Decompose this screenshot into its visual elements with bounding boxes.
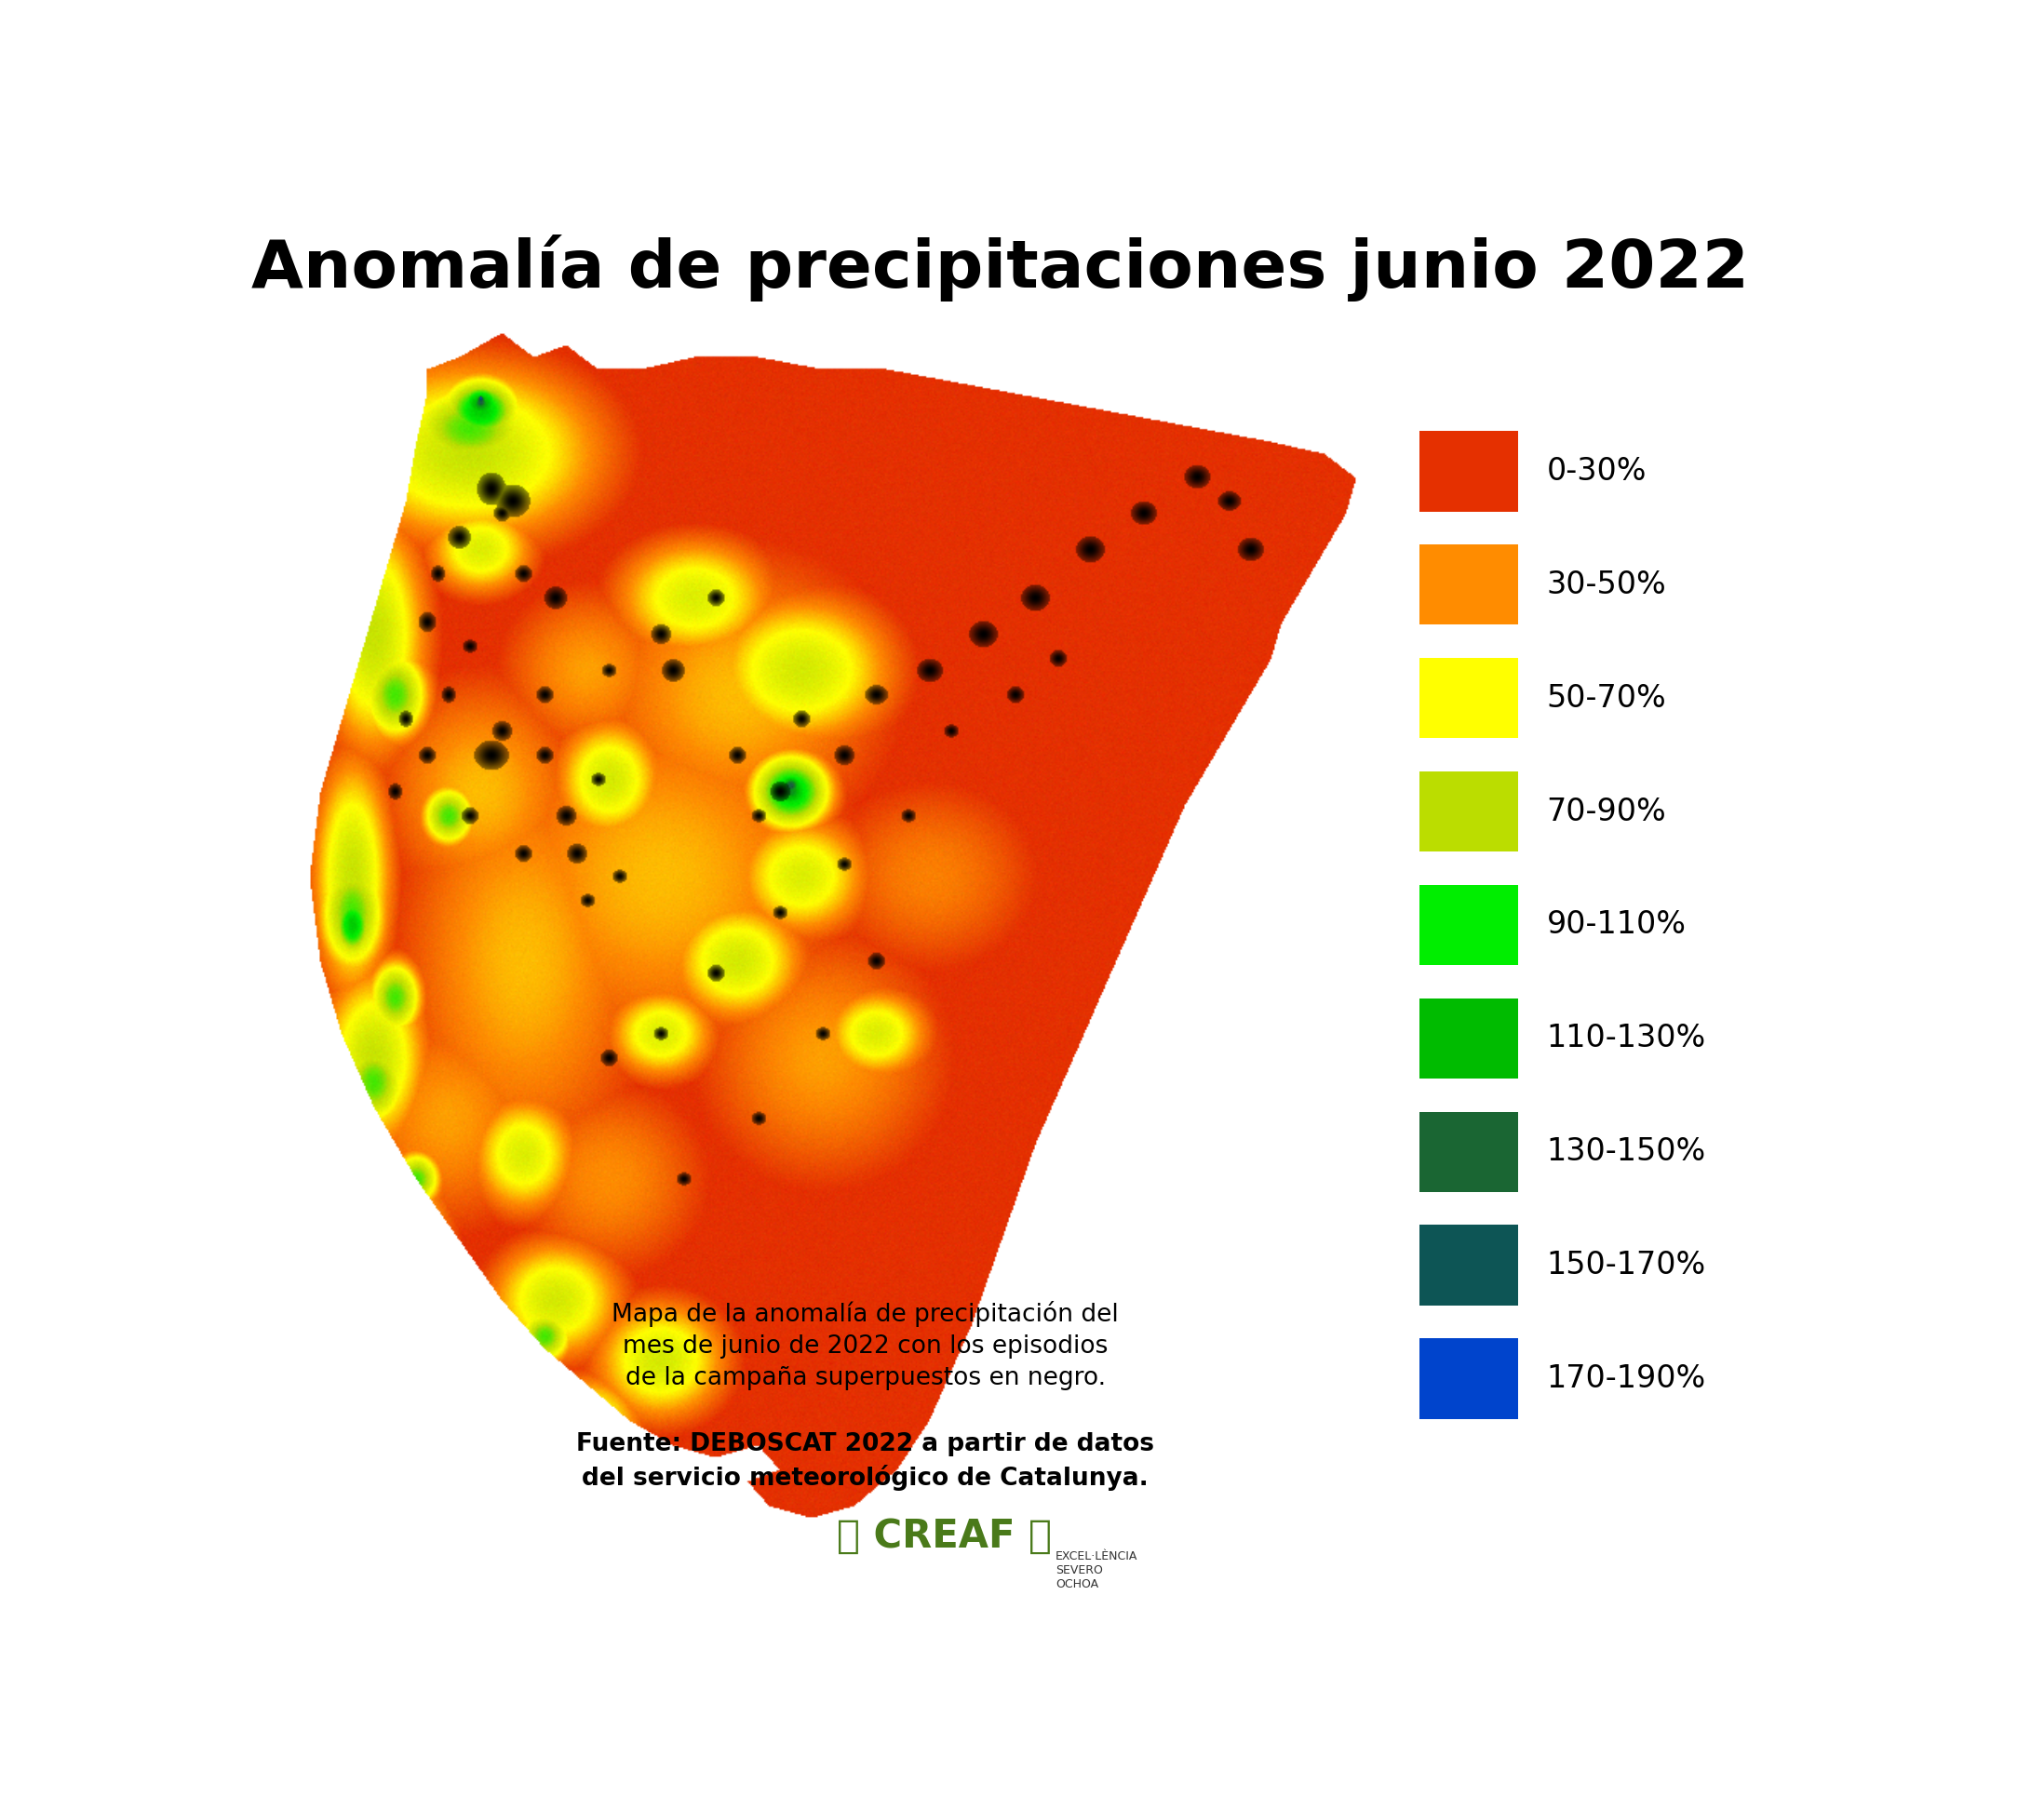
Text: 0-30%: 0-30% [1547, 456, 1647, 487]
Bar [1421, 544, 1519, 625]
Text: 50-70%: 50-70% [1547, 682, 1666, 713]
Text: 170-190%: 170-190% [1547, 1363, 1707, 1394]
Text: 70-90%: 70-90% [1547, 796, 1666, 826]
Bar [1421, 772, 1519, 851]
Bar [1421, 1112, 1519, 1193]
Bar [1421, 885, 1519, 964]
Text: EXCEL·LÈNCIA
SEVERO
OCHOA: EXCEL·LÈNCIA SEVERO OCHOA [1055, 1550, 1139, 1589]
Text: Mapa de la anomalía de precipitación del
mes de junio de 2022 con los episodios
: Mapa de la anomalía de precipitación del… [611, 1300, 1118, 1390]
Bar [1421, 1338, 1519, 1419]
Bar [1421, 431, 1519, 512]
Text: 110-130%: 110-130% [1547, 1024, 1707, 1054]
Text: Fuente: DEBOSCAT 2022 a partir de datos
del servicio meteorológico de Catalunya.: Fuente: DEBOSCAT 2022 a partir de datos … [576, 1433, 1155, 1491]
Text: 130-150%: 130-150% [1547, 1137, 1707, 1167]
Text: 🌿 CREAF 🔑: 🌿 CREAF 🔑 [838, 1516, 1053, 1555]
Text: Anomalía de precipitaciones junio 2022: Anomalía de precipitaciones junio 2022 [251, 235, 1750, 302]
Bar [1421, 657, 1519, 738]
Bar [1421, 999, 1519, 1078]
Text: 90-110%: 90-110% [1547, 909, 1686, 941]
Text: 30-50%: 30-50% [1547, 569, 1666, 600]
Bar [1421, 1225, 1519, 1306]
Text: 150-170%: 150-170% [1547, 1250, 1707, 1281]
